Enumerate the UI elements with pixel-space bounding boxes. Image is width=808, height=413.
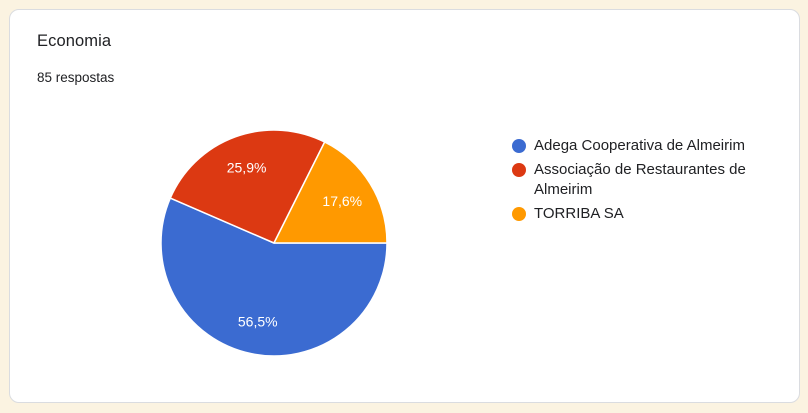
legend-color-dot [512, 207, 526, 221]
legend-color-dot [512, 163, 526, 177]
legend-item: TORRIBA SA [512, 204, 776, 224]
legend-label: Associação de Restaurantes de Almeirim [534, 161, 746, 198]
responses-count: 85 respostas [37, 70, 115, 85]
legend-label: Adega Cooperativa de Almeirim [534, 137, 745, 154]
pie-slice-0[interactable] [160, 197, 388, 357]
chart-legend: Adega Cooperativa de Almeirim Associação … [512, 136, 776, 228]
legend-item: Adega Cooperativa de Almeirim [512, 136, 776, 156]
legend-item: Associação de Restaurantes de Almeirim [512, 160, 776, 200]
pie-slice-label: 56,5% [238, 314, 278, 330]
pie-chart: 56,5% 25,9% 17,6% [160, 129, 388, 357]
legend-label: TORRIBA SA [534, 205, 624, 222]
pie-slice-label: 17,6% [322, 193, 362, 209]
pie-slice-1[interactable] [169, 129, 326, 244]
pie-slice-2[interactable] [273, 141, 388, 244]
pie-slice-label: 25,9% [227, 160, 267, 176]
legend-color-dot [512, 139, 526, 153]
response-summary-card: Economia 85 respostas 56,5% 25,9% 17,6% Ad… [9, 9, 800, 403]
question-title: Economia [37, 32, 112, 50]
